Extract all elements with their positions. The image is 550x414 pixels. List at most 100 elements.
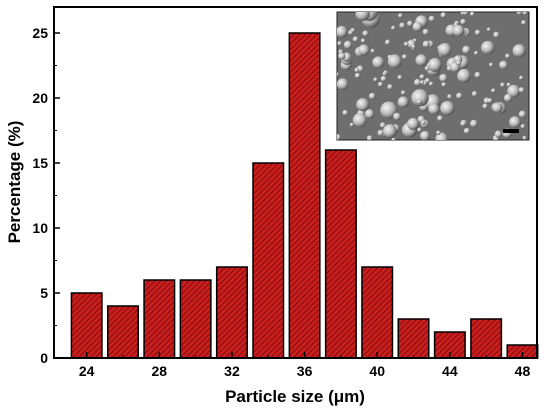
sem-particle: [424, 65, 430, 71]
sem-particle: [337, 25, 348, 38]
sem-particle: [420, 130, 430, 140]
y-tick-label-15: 15: [32, 155, 48, 171]
y-tick-label-10: 10: [32, 220, 48, 236]
sem-particle: [338, 52, 346, 60]
sem-particle: [456, 92, 463, 100]
scale-bar: [503, 129, 519, 133]
bar-42: [397, 318, 430, 359]
sem-particle: [422, 40, 430, 48]
x-tick-label-48: 48: [515, 363, 531, 379]
sem-particle: [399, 22, 406, 29]
sem-particle: [493, 31, 500, 38]
sem-particle: [518, 87, 525, 93]
sem-particle: [516, 12, 523, 16]
sem-particle: [494, 130, 502, 138]
sem-particle: [520, 124, 526, 129]
sem-particle: [412, 21, 423, 32]
sem-particle: [380, 101, 398, 119]
sem-particle: [424, 78, 431, 84]
sem-particle: [391, 25, 396, 30]
sem-particle: [482, 103, 488, 110]
sem-particle: [377, 81, 384, 87]
sem-particle: [518, 110, 527, 118]
bar-24: [70, 292, 103, 359]
sem-particle: [352, 36, 359, 43]
x-tick-label-28: 28: [152, 363, 168, 379]
sem-particle: [471, 91, 478, 97]
bar-34: [252, 162, 285, 359]
sem-particle: [457, 68, 472, 83]
bar-38: [324, 149, 357, 359]
sem-particle: [462, 12, 469, 16]
sem-particle: [370, 48, 375, 54]
sem-particle: [456, 60, 462, 66]
bars-layer: [70, 32, 539, 359]
sem-particle: [487, 98, 493, 104]
bar-36: [288, 32, 321, 359]
sem-particle: [348, 30, 353, 36]
sem-particle: [509, 116, 521, 128]
bar-46: [470, 318, 503, 359]
sem-particle: [447, 94, 452, 99]
sem-particle: [358, 44, 370, 56]
sem-particle: [354, 67, 360, 73]
y-axis-title: Percentage (%): [5, 121, 24, 244]
sem-particle: [417, 127, 422, 133]
sem-particle: [349, 122, 354, 127]
y-tick-label-25: 25: [32, 25, 48, 41]
sem-particle: [522, 12, 528, 16]
sem-particle: [411, 44, 416, 49]
sem-particle: [491, 88, 496, 93]
sem-particle: [400, 90, 406, 96]
sem-particle: [337, 134, 341, 140]
sem-particle: [512, 44, 526, 58]
plot-frame: [53, 6, 538, 359]
sem-particle: [355, 12, 370, 21]
sem-particle: [337, 72, 340, 77]
sem-particle: [364, 109, 375, 119]
bar-30: [179, 279, 212, 359]
bar-28: [143, 279, 176, 359]
sem-particle: [437, 42, 452, 57]
sem-particle: [403, 41, 409, 47]
x-tick-label-24: 24: [79, 363, 95, 379]
sem-particle: [421, 120, 426, 125]
x-tick-label-36: 36: [297, 363, 313, 379]
sem-particle: [441, 82, 447, 87]
sem-particle: [384, 39, 391, 46]
sem-particle: [382, 71, 387, 76]
x-tick-label-32: 32: [224, 363, 240, 379]
sem-particle: [372, 56, 385, 69]
sem-particle: [406, 20, 413, 27]
sem-particle: [397, 96, 409, 108]
sem-particle: [428, 81, 434, 87]
sem-particle: [413, 78, 422, 86]
sem-particle: [401, 54, 408, 60]
sem-particle: [460, 18, 467, 25]
sem-particle: [499, 60, 508, 70]
x-axis-title: Particle size (μm): [225, 387, 365, 406]
sem-particle: [500, 82, 505, 88]
sem-particle: [505, 53, 511, 59]
sem-particle: [387, 54, 402, 69]
sem-particle: [343, 40, 353, 49]
sem-particle: [356, 98, 370, 112]
sem-particle: [507, 84, 521, 98]
sem-particle: [415, 54, 428, 67]
sem-particle: [411, 89, 429, 107]
sem-particle: [492, 102, 503, 113]
sem-particle: [354, 72, 361, 79]
ticks-layer: 0 5 10 15 20 25 24 28 32 36 40 44 48: [32, 25, 530, 379]
y-tick-label-20: 20: [32, 90, 48, 106]
sem-particle: [373, 77, 378, 82]
sem-particle: [379, 122, 386, 129]
sem-particle: [474, 71, 481, 79]
sem-particle: [439, 73, 448, 83]
bar-26: [106, 305, 140, 359]
sem-particle: [419, 74, 425, 80]
sem-particle: [387, 84, 393, 90]
bar-32: [215, 266, 248, 359]
sem-particle: [380, 75, 387, 82]
sem-particle: [422, 28, 430, 36]
